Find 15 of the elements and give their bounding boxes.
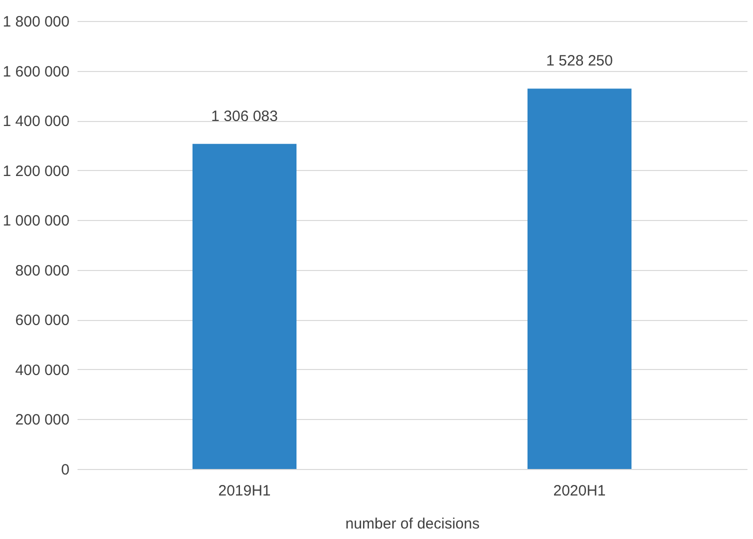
y-tick-label: 400 000 <box>15 362 70 379</box>
y-tick-label: 1 200 000 <box>2 162 70 180</box>
y-tick-label: 1 400 000 <box>2 113 70 130</box>
x-tick-label: 2020H1 <box>553 482 606 500</box>
x-tick-label: 2019H1 <box>218 482 271 500</box>
y-tick-label: 1 800 000 <box>2 14 70 30</box>
y-tick-label: 1 000 000 <box>2 212 70 230</box>
y-tick-label: 1 600 000 <box>2 63 70 80</box>
y-tick-label: 800 000 <box>15 262 70 280</box>
x-axis-title: number of decisions <box>345 516 480 532</box>
y-tick-label: 0 <box>61 462 70 478</box>
text: 1 528 250 <box>546 52 613 70</box>
y-tick-label: 200 000 <box>15 412 70 429</box>
text: 1 306 083 <box>211 108 278 125</box>
y-tick-label: 600 000 <box>15 312 70 330</box>
